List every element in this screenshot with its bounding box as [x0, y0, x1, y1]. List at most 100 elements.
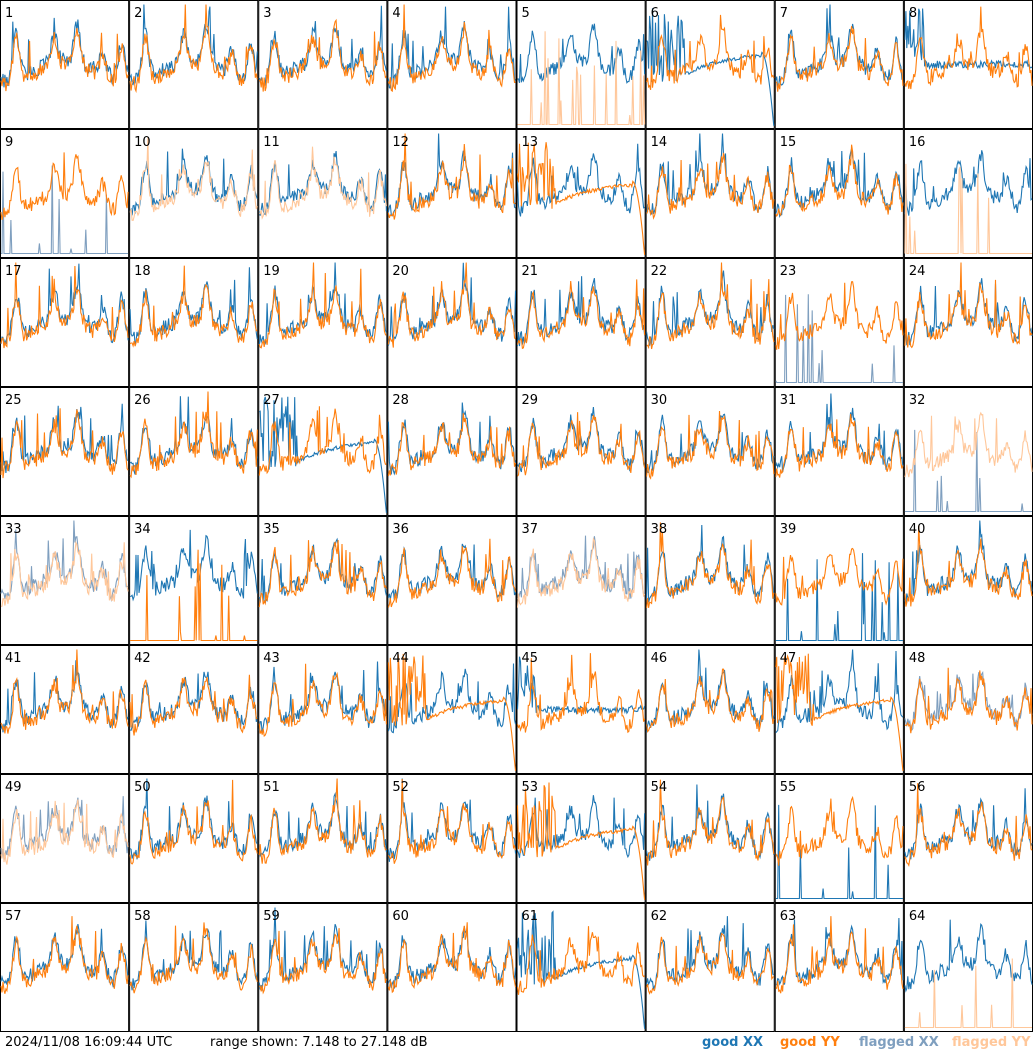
- panel-33: 33: [0, 516, 130, 645]
- panel-7: 7: [774, 0, 904, 129]
- xx-series-line: [775, 649, 904, 734]
- xx-series-line: [387, 926, 517, 989]
- yy-series-line: [516, 653, 646, 734]
- panel-46: 46: [645, 645, 775, 774]
- panel-label: 58: [134, 909, 151, 924]
- xx-series-line: [904, 150, 1033, 216]
- panel-label: 40: [909, 522, 926, 537]
- xx-series-line: [258, 151, 387, 216]
- xx-series-line: [904, 919, 1033, 993]
- yy-series-line: [646, 522, 775, 609]
- yy-series-line: [0, 408, 129, 479]
- panel-label: 28: [392, 393, 409, 408]
- panel-43: 43: [258, 645, 388, 774]
- yy-series-line: [387, 778, 517, 864]
- yy-series-line: [904, 6, 1033, 90]
- panel-21: 21: [516, 258, 646, 387]
- panel-54: 54: [645, 774, 775, 903]
- panel-label: 19: [263, 264, 280, 279]
- panel-label: 30: [651, 393, 668, 408]
- panel-5: 5: [516, 0, 646, 129]
- panel-frame: [903, 387, 1033, 516]
- timestamp: 2024/11/08 16:09:44 UTC: [5, 1035, 173, 1050]
- yy-series-line: [0, 28, 129, 92]
- panel-27: 27: [258, 387, 388, 516]
- panel-label: 31: [780, 393, 797, 408]
- yy-series-line: [516, 782, 646, 900]
- panel-9: 9: [0, 129, 130, 258]
- panel-50: 50: [129, 774, 259, 903]
- yy-series-line: [129, 674, 258, 736]
- panel-34: 34: [129, 516, 259, 645]
- yy-series-line: [516, 926, 645, 995]
- panel-13: 13: [516, 129, 646, 258]
- xx-series-line: [904, 429, 1032, 513]
- yy-series-line: [775, 413, 904, 478]
- panel-label: 8: [909, 6, 917, 21]
- panel-44: 44: [387, 645, 517, 774]
- panel-61: 61: [516, 903, 646, 1032]
- yy-series-line: [646, 410, 775, 480]
- panel-label: 55: [780, 780, 797, 795]
- yy-series-line: [517, 31, 646, 126]
- panel-label: 37: [522, 522, 539, 537]
- yy-series-line: [775, 795, 904, 866]
- panel-2: 2: [129, 0, 259, 129]
- panel-label: 3: [263, 6, 271, 21]
- yy-series-line: [516, 142, 646, 255]
- panel-29: 29: [516, 387, 646, 516]
- xx-series-line: [646, 8, 775, 126]
- panel-label: 35: [263, 522, 280, 537]
- panel-label: 24: [909, 264, 926, 279]
- panel-label: 23: [780, 264, 797, 279]
- yy-series-line: [0, 152, 129, 221]
- xx-series-line: [516, 276, 646, 347]
- panel-label: 16: [909, 135, 926, 150]
- panel-63: 63: [774, 903, 904, 1032]
- panel-3: 3: [258, 0, 388, 129]
- yy-series-line: [258, 146, 387, 220]
- panel-8: 8: [903, 0, 1033, 129]
- xx-series-line: [904, 670, 1033, 731]
- xx-series-line: [129, 778, 258, 860]
- panel-15: 15: [774, 129, 904, 258]
- panel-22: 22: [645, 258, 775, 387]
- panel-label: 12: [392, 135, 409, 150]
- yy-series-line: [0, 649, 129, 734]
- yy-series-line: [646, 932, 775, 995]
- xx-series-line: [129, 529, 258, 602]
- panel-30: 30: [645, 387, 775, 516]
- panel-label: 1: [5, 6, 13, 21]
- panel-label: 33: [5, 522, 22, 537]
- yy-series-line: [775, 281, 904, 350]
- panel-40: 40: [903, 516, 1033, 645]
- panel-label: 46: [651, 651, 668, 666]
- panel-37: 37: [516, 516, 646, 645]
- yy-series-line: [904, 667, 1033, 734]
- panel-frame: [129, 516, 259, 645]
- panel-label: 48: [909, 651, 926, 666]
- yy-series-line: [904, 783, 1033, 868]
- xx-series-line: [516, 795, 646, 859]
- yy-series-line: [387, 413, 517, 476]
- panel-label: 50: [134, 780, 151, 795]
- xx-series-line: [775, 804, 903, 900]
- yy-series-line: [904, 958, 1032, 1029]
- legend-good-xx: good XX: [702, 1035, 764, 1050]
- panel-label: 20: [392, 264, 409, 279]
- panel-label: 54: [651, 780, 668, 795]
- panel-label: 64: [909, 909, 926, 924]
- panel-57: 57: [0, 903, 130, 1032]
- panel-label: 56: [909, 780, 926, 795]
- xx-series-line: [1, 165, 129, 255]
- panel-label: 9: [5, 135, 13, 150]
- panel-label: 39: [780, 522, 797, 537]
- panel-48: 48: [903, 645, 1033, 774]
- yy-series-line: [258, 406, 387, 476]
- panel-41: 41: [0, 645, 130, 774]
- xx-series-line: [775, 917, 904, 986]
- panel-frame: [129, 0, 259, 129]
- panel-31: 31: [774, 387, 904, 516]
- panel-12: 12: [387, 129, 517, 258]
- panel-49: 49: [0, 774, 130, 903]
